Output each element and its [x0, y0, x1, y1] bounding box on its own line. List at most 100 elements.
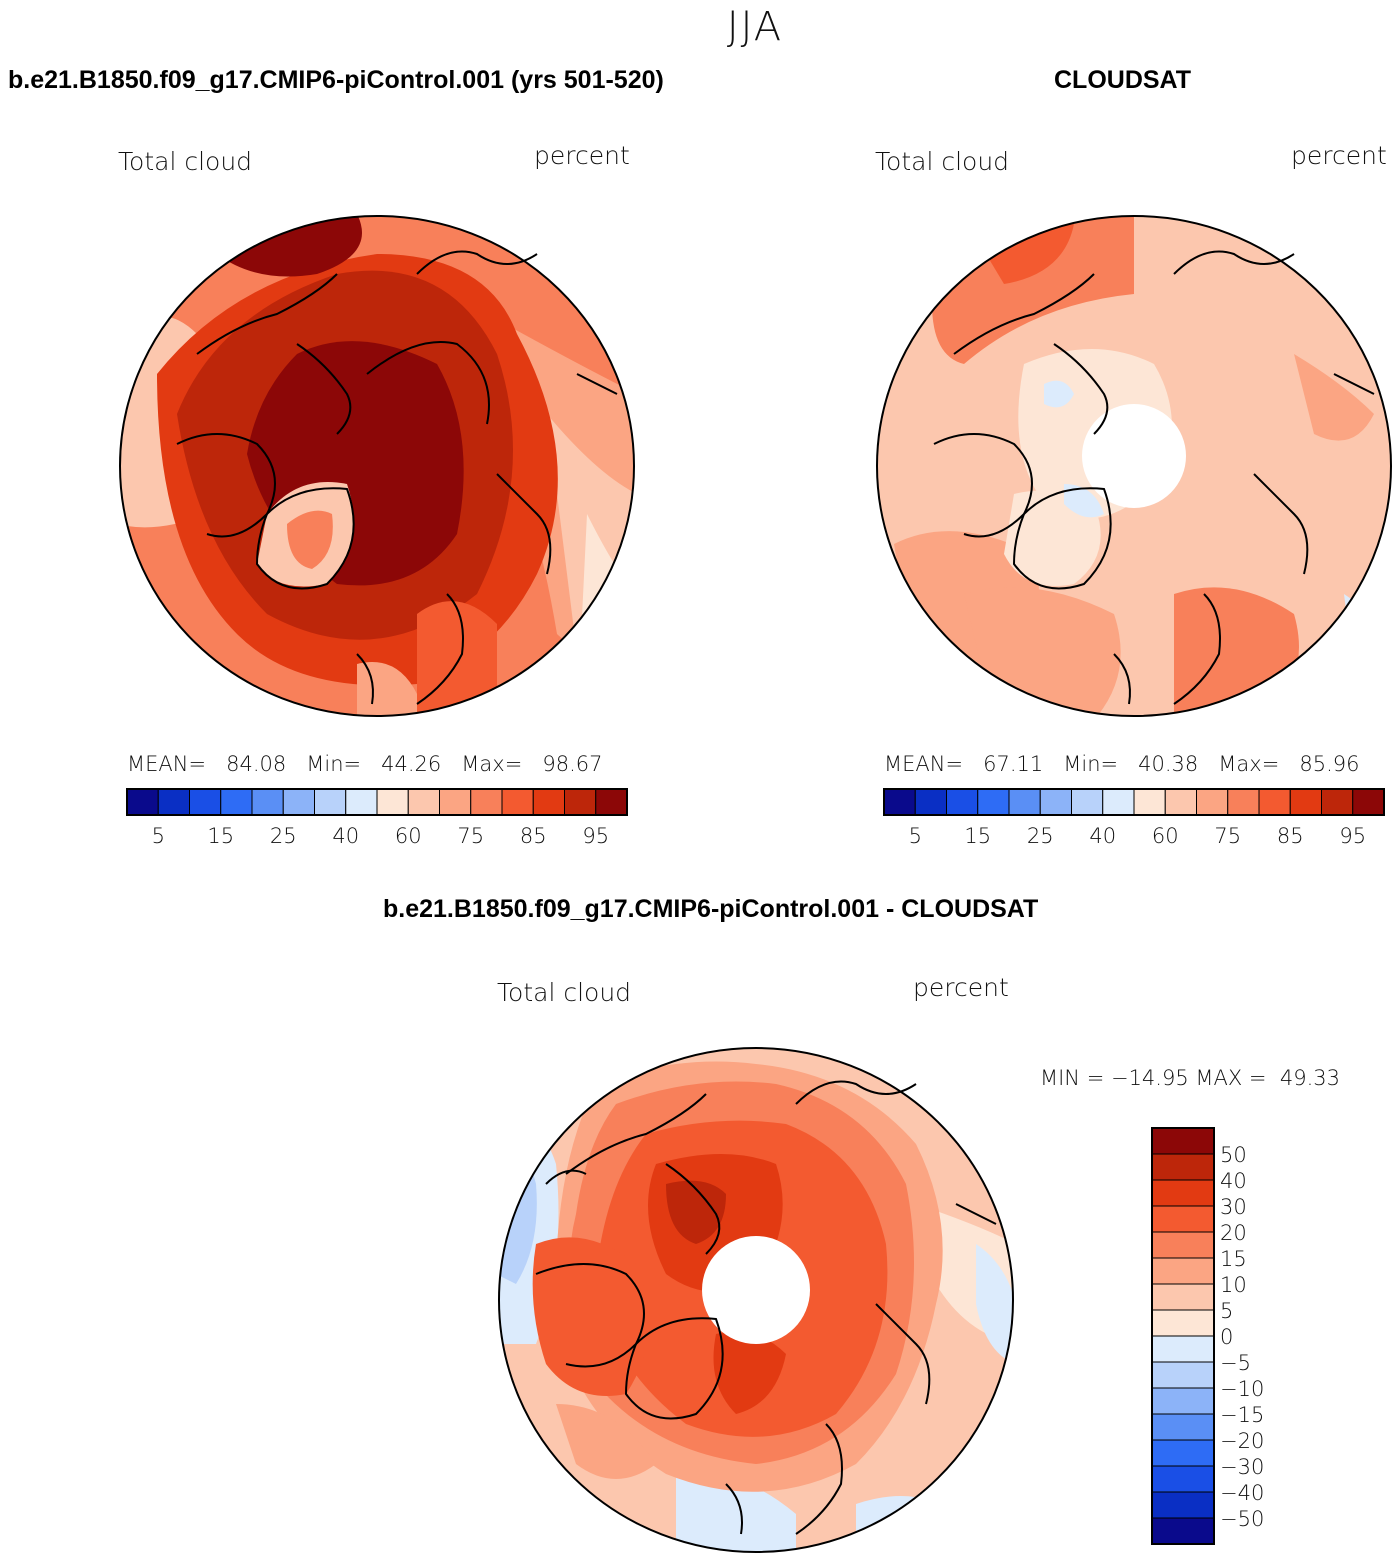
- colorbar-swatch: [1151, 1361, 1215, 1389]
- colorbar-swatch: [1102, 788, 1135, 816]
- min-label: Min=: [1063, 752, 1119, 776]
- colorbar-frame: [1151, 1127, 1215, 1545]
- colorbar-tick-label: 40: [332, 824, 359, 848]
- colorbar-swatch: [157, 788, 190, 816]
- colorbar-swatch: [883, 788, 916, 816]
- coastlines-diff: [535, 1080, 997, 1535]
- panel-model-variable-label: Total cloud: [118, 147, 253, 176]
- colorbar-swatch: [1151, 1283, 1215, 1311]
- colorbar-swatch: [1164, 788, 1197, 816]
- colorbar-swatch: [189, 788, 222, 816]
- colorbar-swatch: [1151, 1205, 1215, 1233]
- panel-obs-stats: MEAN= 67.11 Min= 40.38 Max= 85.96: [884, 752, 1359, 776]
- map-boundary-diff: [498, 1047, 1014, 1553]
- colorbar-tick-label: 60: [395, 824, 422, 848]
- colorbar-swatch: [595, 788, 628, 816]
- panel-diff-title: b.e21.B1850.f09_g17.CMIP6-piControl.001 …: [383, 895, 1039, 923]
- colorbar-tick-label: −20: [1220, 1429, 1264, 1453]
- colorbar-tick-label: 25: [270, 824, 297, 848]
- min-label: Min=: [306, 752, 362, 776]
- colorbar-tick-label: −5: [1220, 1351, 1251, 1375]
- panel-obs-map: [876, 215, 1392, 717]
- colorbar-swatch: [470, 788, 503, 816]
- panel-obs-title: CLOUDSAT: [1054, 66, 1192, 94]
- colorbar-swatch: [345, 788, 378, 816]
- mean-label: MEAN=: [884, 752, 964, 776]
- max-label: Max=: [461, 752, 523, 776]
- colorbar-swatch: [1258, 788, 1291, 816]
- colorbar-frame: [126, 788, 628, 816]
- colorbar-tick-label: 30: [1220, 1195, 1247, 1219]
- panel-model-stats: MEAN= 84.08 Min= 44.26 Max= 98.67: [127, 752, 602, 776]
- colorbar-tick-label: −40: [1220, 1481, 1264, 1505]
- max-label: Max=: [1218, 752, 1280, 776]
- colorbar-swatch: [1151, 1257, 1215, 1285]
- colorbar-swatch: [1151, 1127, 1215, 1155]
- colorbar-tick-label: 85: [520, 824, 547, 848]
- min-value: 40.38: [1138, 752, 1199, 776]
- colorbar-tick-label: 75: [1214, 824, 1241, 848]
- min-value: 44.26: [381, 752, 442, 776]
- colorbar-swatch: [1151, 1153, 1215, 1181]
- colorbar-tick-label: 20: [1220, 1221, 1247, 1245]
- panel-diff-units-label: percent: [913, 973, 1009, 1002]
- colorbar-tick-label: 25: [1027, 824, 1054, 848]
- map-boundary-model: [119, 215, 635, 717]
- colorbar-tick-label: −50: [1220, 1507, 1264, 1531]
- colorbar-swatch: [1151, 1517, 1215, 1545]
- panel-model-title: b.e21.B1850.f09_g17.CMIP6-piControl.001 …: [8, 66, 664, 94]
- colorbar-tick-label: 15: [207, 824, 234, 848]
- colorbar-tick-label: −10: [1220, 1377, 1264, 1401]
- colorbar-swatch: [501, 788, 534, 816]
- panel-diff-stats: MIN = −14.95 MAX = 49.33: [1040, 1066, 1340, 1090]
- cloud-field-diff: [499, 1048, 1013, 1552]
- colorbar-tick-label: 95: [582, 824, 609, 848]
- colorbar-swatch: [1133, 788, 1166, 816]
- colorbar-model: 5 15 25 40 60 75 85 95: [126, 788, 628, 848]
- colorbar-tick-label: 15: [964, 824, 991, 848]
- mean-value: 67.11: [983, 752, 1044, 776]
- colorbar-swatch: [282, 788, 315, 816]
- coastlines-model: [176, 250, 618, 705]
- colorbar-swatch: [1151, 1231, 1215, 1259]
- max-value: 85.96: [1299, 752, 1360, 776]
- colorbar-tick-label: 5: [152, 824, 165, 848]
- colorbar-swatch: [1196, 788, 1229, 816]
- colorbar-tick-label: 60: [1152, 824, 1179, 848]
- colorbar-tick-label: 85: [1277, 824, 1304, 848]
- colorbar-swatch: [1039, 788, 1072, 816]
- colorbar-tick-label: 0: [1220, 1325, 1233, 1349]
- colorbar-swatch: [1151, 1335, 1215, 1363]
- colorbar-swatch: [251, 788, 284, 816]
- colorbar-tick-label: 75: [457, 824, 484, 848]
- colorbar-frame: [883, 788, 1385, 816]
- colorbar-tick-label: 5: [909, 824, 922, 848]
- colorbar-obs: 5 15 25 40 60 75 85 95: [883, 788, 1385, 848]
- colorbar-swatch: [439, 788, 472, 816]
- colorbar-swatch: [1151, 1413, 1215, 1441]
- colorbar-tick-label: 40: [1220, 1169, 1247, 1193]
- colorbar-swatch: [1151, 1491, 1215, 1519]
- colorbar-swatch: [1008, 788, 1041, 816]
- max-value: 98.67: [542, 752, 603, 776]
- colorbar-tick-label: 50: [1220, 1143, 1247, 1167]
- colorbar-swatch: [532, 788, 565, 816]
- map-boundary-obs: [876, 215, 1392, 717]
- panel-obs-units-label: percent: [1291, 141, 1387, 170]
- colorbar-swatch: [1151, 1439, 1215, 1467]
- colorbar-tick-label: −30: [1220, 1455, 1264, 1479]
- colorbar-tick-label: −15: [1220, 1403, 1264, 1427]
- colorbar-tick-label: 10: [1220, 1273, 1247, 1297]
- coastlines-obs: [933, 250, 1375, 705]
- colorbar-swatch: [1321, 788, 1354, 816]
- colorbar-swatch: [914, 788, 947, 816]
- colorbar-tick-label: 15: [1220, 1247, 1247, 1271]
- colorbar-swatch: [1151, 1309, 1215, 1337]
- colorbar-swatch: [1227, 788, 1260, 816]
- colorbar-swatch: [1151, 1387, 1215, 1415]
- colorbar-swatch: [1289, 788, 1322, 816]
- colorbar-swatch: [1071, 788, 1104, 816]
- colorbar-swatch: [376, 788, 409, 816]
- colorbar-swatch: [1352, 788, 1385, 816]
